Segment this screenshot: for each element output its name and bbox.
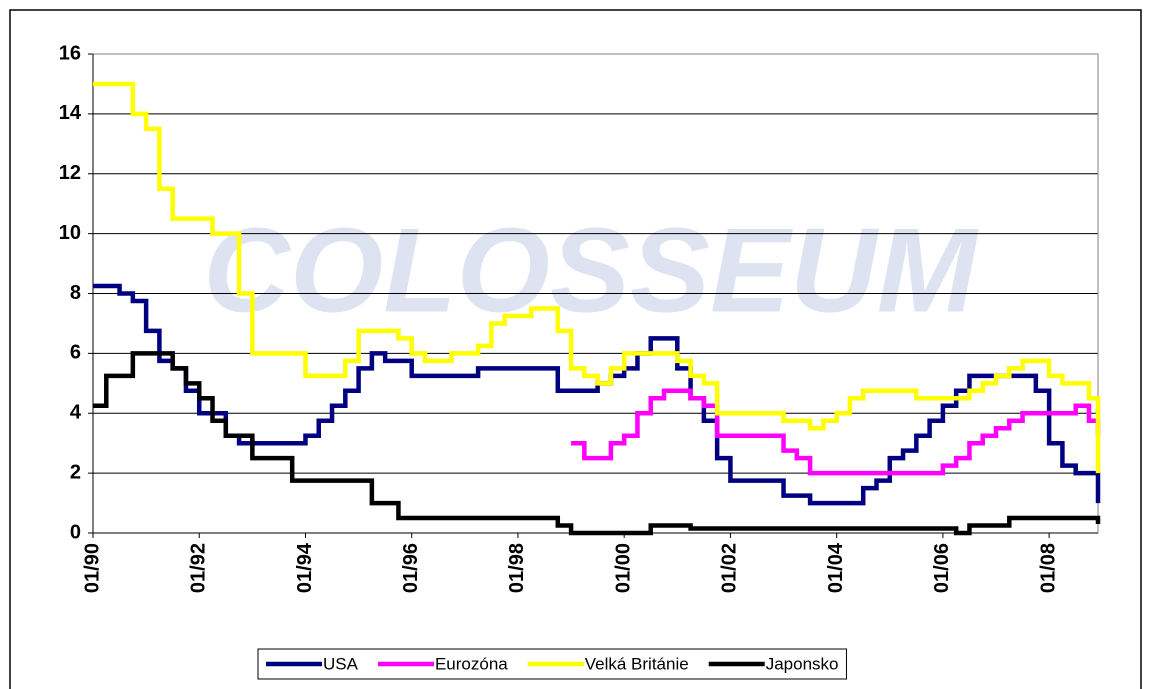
- x-tick-label: 01/04: [825, 542, 847, 593]
- y-tick-label: 6: [70, 342, 81, 364]
- legend-label: USA: [323, 654, 359, 673]
- y-tick-label: 8: [70, 282, 81, 304]
- watermark: COLOSSEUM: [203, 204, 979, 338]
- y-tick-label: 12: [59, 162, 81, 184]
- y-tick-label: 14: [59, 102, 82, 124]
- x-tick-label: 01/98: [506, 543, 528, 593]
- x-tick-label: 01/90: [81, 543, 103, 593]
- y-tick-label: 2: [70, 461, 81, 483]
- x-tick-label: 01/06: [931, 543, 953, 593]
- series-line: [93, 81, 1101, 474]
- legend-label: Japonsko: [766, 654, 839, 673]
- x-tick-label: 01/96: [400, 543, 422, 593]
- y-tick-label: 10: [59, 222, 81, 244]
- y-tick-label: 16: [59, 42, 81, 64]
- x-tick-label: 01/08: [1037, 543, 1059, 593]
- y-tick-label: 0: [70, 521, 81, 543]
- legend: USA Eurozóna Velká Británie Japonsko: [257, 648, 847, 680]
- x-tick-label: 01/94: [294, 542, 316, 593]
- series-line: [93, 351, 1101, 536]
- legend-label: Eurozóna: [435, 654, 508, 673]
- x-tick-label: 01/02: [719, 543, 741, 593]
- legend-label: Velká Británie: [585, 654, 689, 673]
- y-tick-label: 4: [70, 402, 82, 424]
- x-tick-label: 01/92: [188, 543, 210, 593]
- series-line: [93, 283, 1101, 506]
- x-tick-label: 01/00: [612, 543, 634, 593]
- series-line: [571, 388, 1101, 476]
- chart-frame: [9, 9, 1142, 689]
